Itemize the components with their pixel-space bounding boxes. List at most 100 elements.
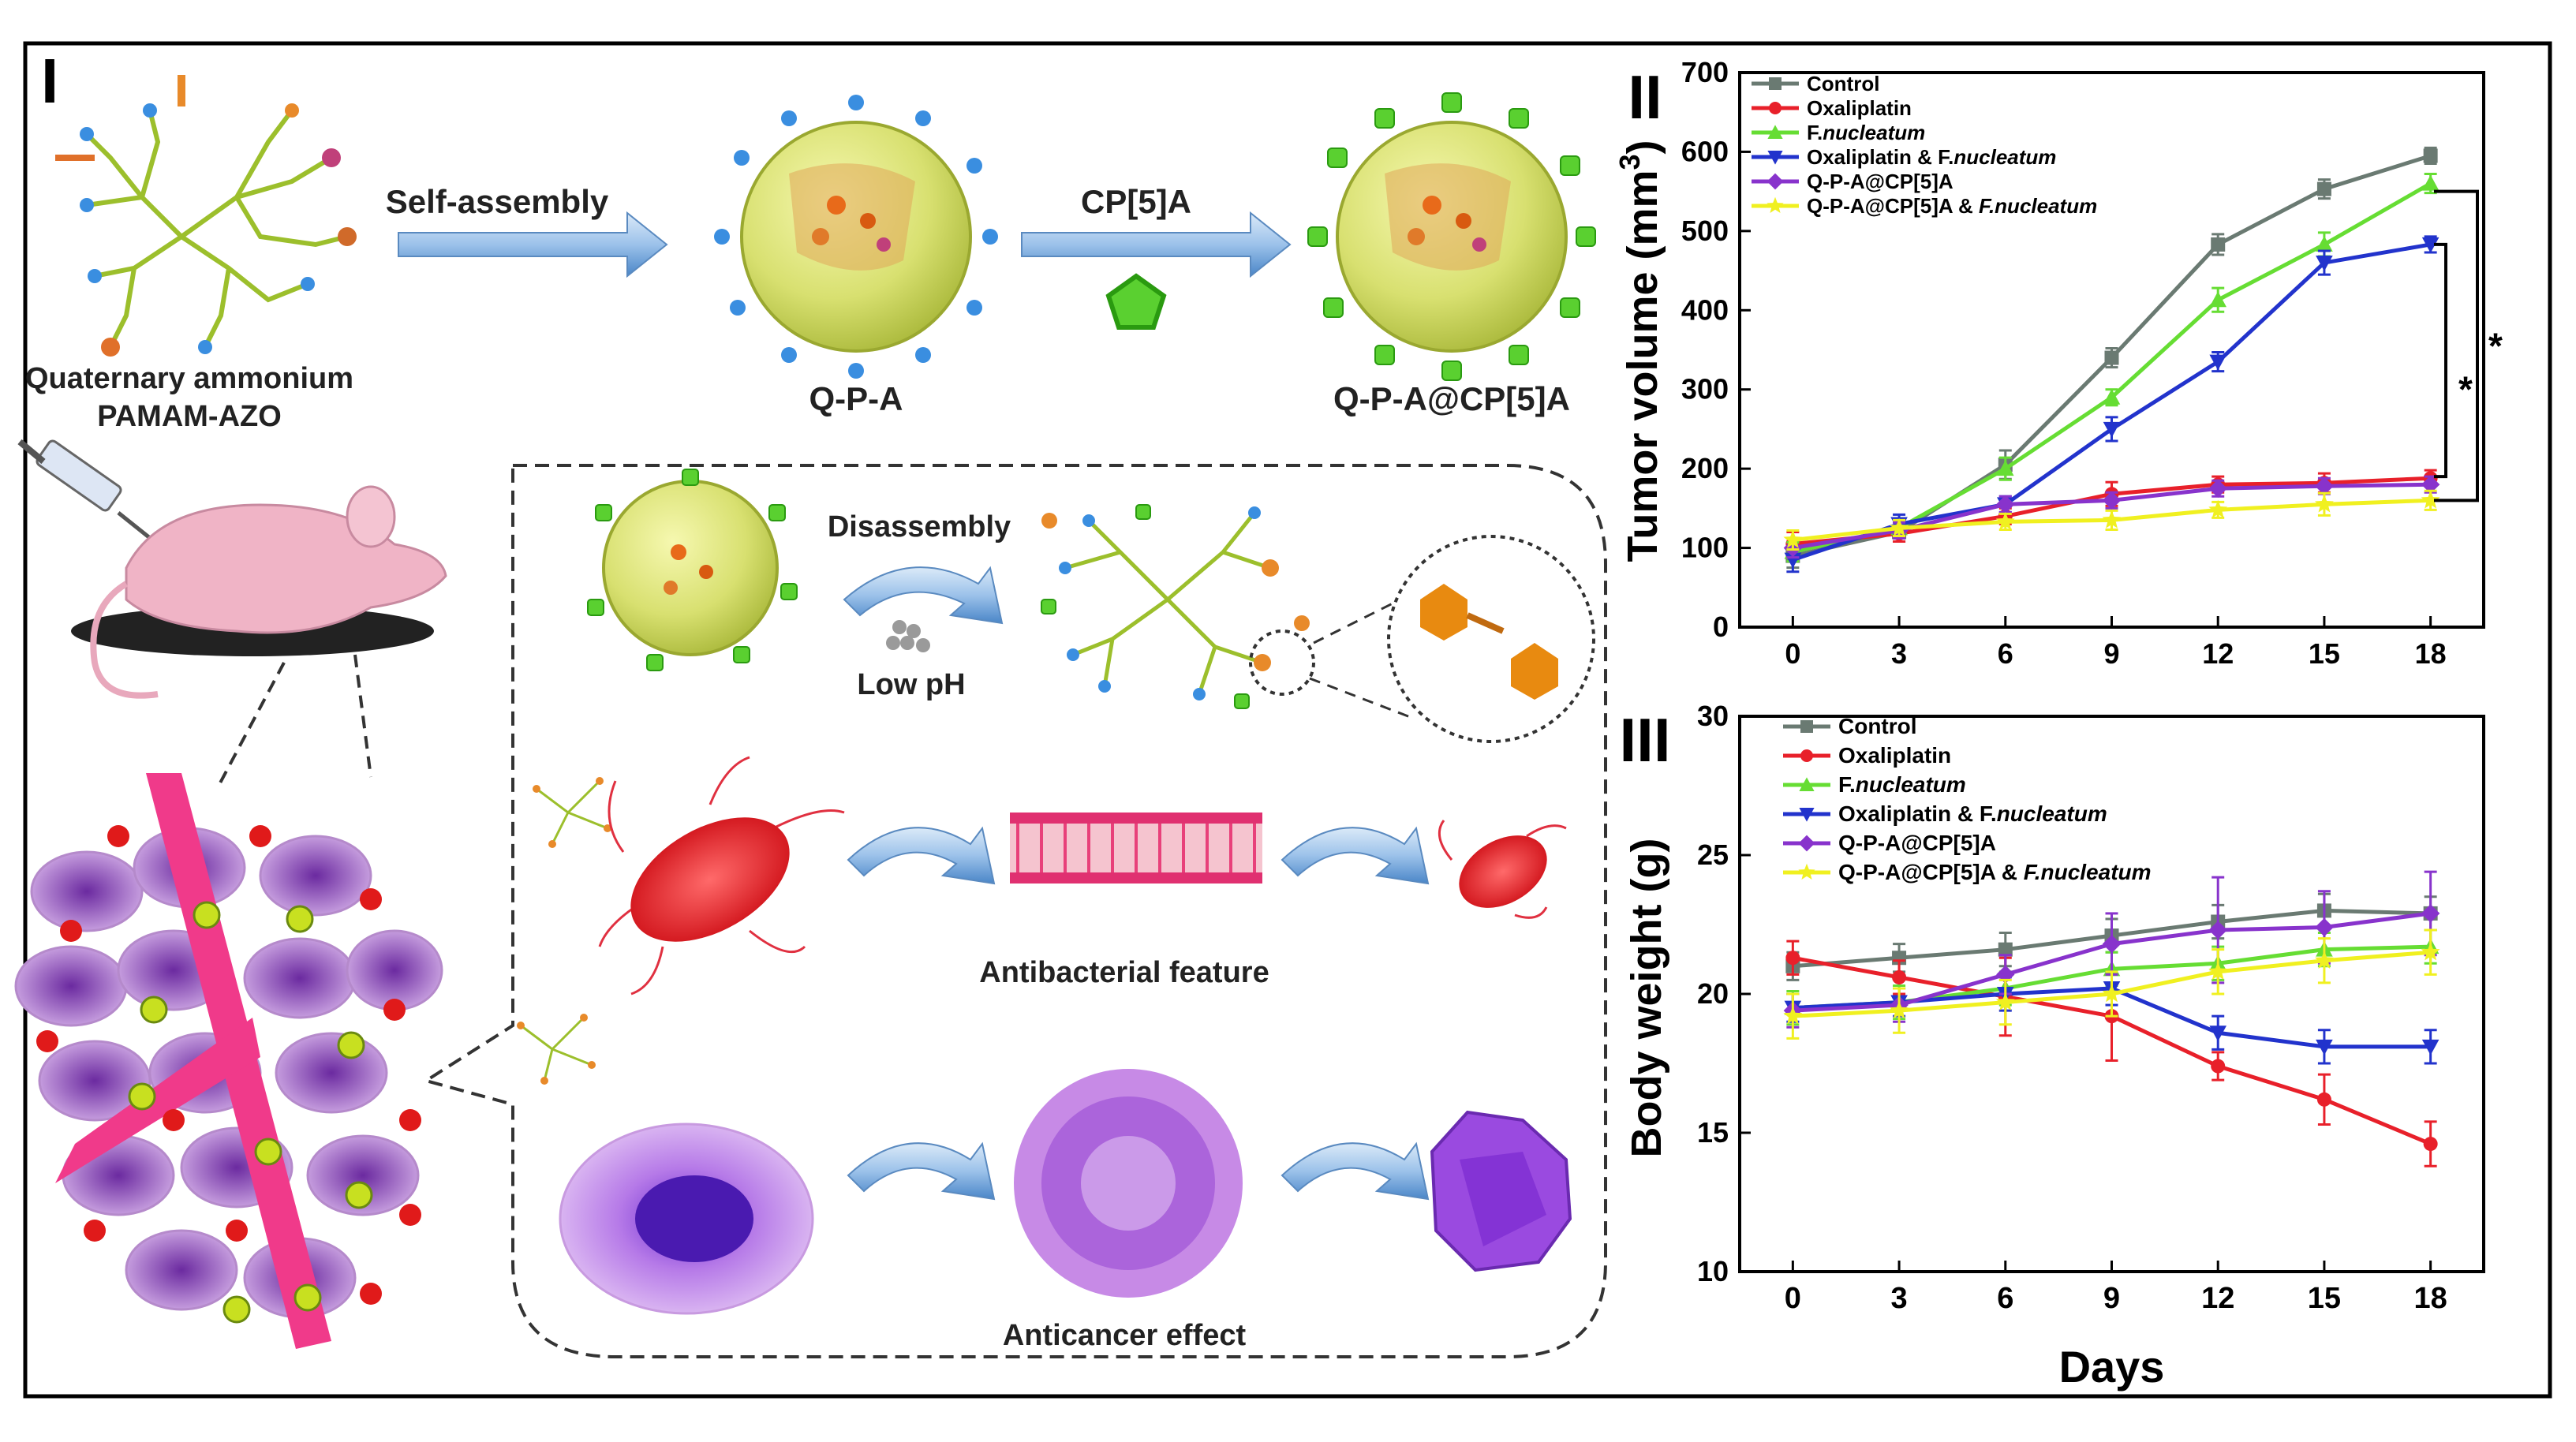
data-point: [2421, 174, 2440, 191]
zoom-line-right: [353, 654, 372, 778]
panel-label-ii: II: [1628, 62, 1662, 132]
y-axis-label-sup: 3: [1613, 154, 1646, 170]
y-tick-label: 15: [1697, 1116, 1729, 1149]
data-point: [2102, 491, 2122, 510]
legend-marker: [1799, 777, 1815, 791]
x-tick-label: 18: [2414, 1282, 2447, 1315]
legend-label: Q-P-A@CP[5]A & F.nucleatum: [1807, 194, 2097, 218]
data-point: [2316, 256, 2333, 271]
x-tick-label: 9: [2103, 637, 2119, 670]
disassembled-dendrimer: [1041, 504, 1310, 709]
y-tick-label: 600: [1681, 135, 1729, 167]
qpa-nanoparticle: [714, 95, 998, 379]
legend-marker: [1798, 835, 1815, 852]
legend-label: Q-P-A@CP[5]A: [1807, 170, 1953, 193]
data-point: [2209, 291, 2227, 308]
legend-marker: [1800, 749, 1813, 762]
data-point: [2208, 479, 2227, 498]
precursor-label-line1: Quaternary ammonium: [25, 362, 353, 395]
data-point: [2102, 984, 2122, 1003]
legend-label: Oxaliplatin: [1838, 743, 1951, 768]
dendrimer-small-icon-2: [517, 1014, 596, 1085]
data-point: [2421, 237, 2440, 253]
data-point: [2423, 148, 2438, 163]
data-point: [2421, 1039, 2440, 1055]
legend-label: Control: [1838, 714, 1917, 738]
data-point: [1995, 511, 2015, 530]
data-point: [2423, 1137, 2438, 1152]
data-point: [2102, 510, 2122, 529]
x-tick-label: 3: [1891, 1282, 1908, 1315]
legend-label: Q-P-A@CP[5]A & F.nucleatum: [1838, 860, 2152, 884]
proton-cluster-icon: [886, 620, 930, 652]
y-tick-label: 100: [1681, 532, 1729, 564]
legend-label: Oxaliplatin: [1807, 96, 1912, 120]
self-assembly-label: Self-assembly: [386, 183, 609, 220]
x-tick-label: 12: [2201, 1282, 2234, 1315]
y-axis-label-text: Tumor volume (mm: [1619, 170, 1666, 562]
x-axis-label: Days: [2059, 1342, 2165, 1392]
legend-label: F.nucleatum: [1807, 121, 1925, 144]
y-tick-label: 20: [1697, 977, 1729, 1010]
data-point: [2208, 499, 2228, 518]
x-tick-label: 15: [2308, 1282, 2341, 1315]
y-axis-label: Body weight (g): [1623, 839, 1670, 1158]
dendrimer-small-icon-1: [533, 777, 611, 848]
bacterium-illustration: [598, 756, 845, 996]
data-point: [1890, 517, 1909, 536]
data-point: [2316, 236, 2333, 252]
data-point: [1998, 942, 2013, 957]
y-tick-label: 200: [1681, 452, 1729, 484]
significance-brackets: **: [2434, 189, 2503, 502]
y-axis-label-close: ): [1619, 140, 1666, 154]
tumor-volume-chart: II 0 100 200 300 400 500 600 700 0 3 6 9 12 15 18 Tumor …: [1613, 56, 2503, 670]
data-point: [2315, 917, 2334, 937]
cp5a-arrow: [1021, 211, 1292, 278]
qpa-label: Q-P-A: [809, 380, 903, 417]
data-point: [2316, 1039, 2333, 1055]
y-axis-label-text: Body weight (g): [1623, 839, 1670, 1158]
data-point: [2209, 354, 2227, 371]
data-point: [2314, 494, 2334, 513]
data-point: [2208, 962, 2228, 981]
legend-marker: [1767, 173, 1784, 190]
data-point: [2421, 942, 2440, 961]
zoom-line-b: [1309, 677, 1413, 719]
y-tick-label: 0: [1713, 611, 1729, 643]
disrupted-cell-illustration: [1014, 1069, 1243, 1298]
significance-star: *: [2488, 325, 2503, 366]
legend-marker: [1798, 863, 1815, 880]
x-tick-label: 6: [1998, 637, 2013, 670]
data-point: [2421, 904, 2440, 923]
legend-marker: [1767, 151, 1783, 165]
legend-label: Oxaliplatin & F.nucleatum: [1807, 145, 2056, 169]
precursor-label-line2: PAMAM-AZO: [97, 400, 282, 433]
data-point: [1890, 1000, 1909, 1019]
legend-marker: [1799, 808, 1815, 822]
x-tick-label: 0: [1785, 1282, 1801, 1315]
y-tick-label: 25: [1697, 839, 1729, 871]
data-point: [2103, 421, 2121, 438]
x-tick-label: 15: [2309, 637, 2340, 670]
anticancer-label: Anticancer effect: [1003, 1319, 1247, 1352]
cp5a-arrow-label: CP[5]A: [1081, 183, 1191, 220]
anticancer-arrow-1: [847, 1141, 996, 1201]
zoom-circle-small: [1249, 629, 1315, 696]
data-point: [1783, 529, 1803, 548]
y-tick-label: 500: [1681, 215, 1729, 247]
anticancer-arrow-2: [1281, 1141, 1430, 1201]
data-point: [1995, 992, 2015, 1011]
antibacterial-arrow-2: [1281, 826, 1430, 885]
data-point: [2421, 475, 2440, 494]
x-tick-label: 12: [2202, 637, 2234, 670]
x-tick-label: 3: [1891, 637, 1907, 670]
x-tick-label: 18: [2415, 637, 2447, 670]
legend-marker: [1769, 77, 1782, 90]
y-tick-label: 700: [1681, 56, 1729, 88]
panel-label-iii: III: [1619, 705, 1670, 775]
legend-marker: [1769, 102, 1782, 114]
data-point: [1996, 965, 2015, 984]
data-point: [2316, 1092, 2331, 1107]
legend-marker: [1767, 196, 1784, 214]
